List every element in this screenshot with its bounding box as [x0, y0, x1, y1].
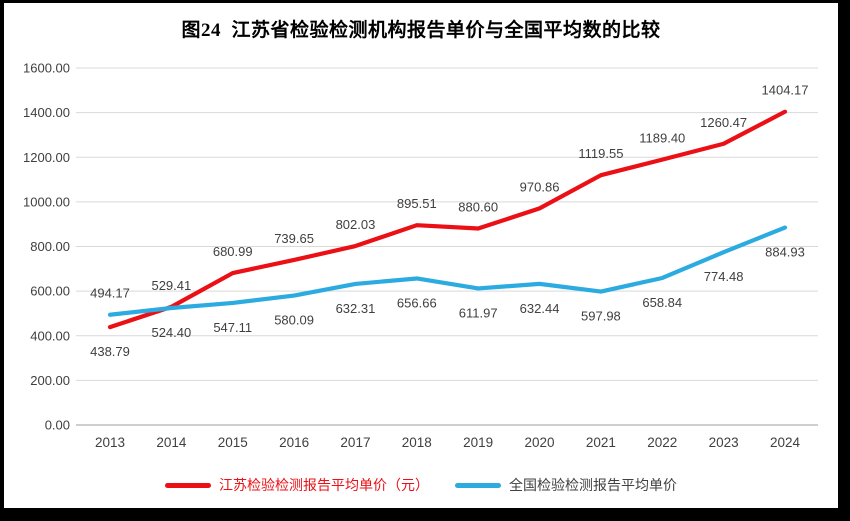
data-point-label: 1404.17 — [762, 83, 809, 98]
data-point-label: 1189.40 — [639, 131, 685, 146]
line-chart-canvas: 0.00 200.00 400.00 600.00 800.00 1000.00 1200.… — [23, 61, 818, 450]
data-point-label: 739.65 — [274, 231, 314, 246]
x-axis-tick-label: 2024 — [770, 435, 801, 450]
data-point-label: 884.93 — [765, 245, 805, 260]
x-axis-tick-label: 2013 — [95, 435, 125, 450]
legend-label-national: 全国检验检测报告平均单价 — [509, 477, 677, 493]
data-point-label: 632.31 — [336, 301, 376, 316]
series-line-national — [107, 225, 788, 317]
data-point-label: 494.17 — [90, 286, 130, 301]
data-point-label: 632.44 — [520, 301, 560, 316]
x-axis-tick-label: 2014 — [156, 435, 187, 450]
y-axis-tick-label: 1200.00 — [23, 150, 70, 165]
y-axis-tick-label: 1400.00 — [23, 105, 70, 120]
legend-item-jiangsu: 江苏检验检测报告平均单价（元） — [165, 475, 429, 495]
x-axis-tick-label: 2016 — [279, 435, 309, 450]
data-point-label: 547.11 — [213, 320, 252, 335]
data-point-label: 774.48 — [704, 269, 744, 284]
legend-line-icon-jiangsu — [165, 482, 211, 488]
data-point-label: 529.41 — [151, 278, 191, 293]
y-axis-tick-label: 1600.00 — [23, 61, 70, 76]
legend-item-national: 全国检验检测报告平均单价 — [455, 475, 677, 495]
series-line-jiangsu — [107, 109, 788, 330]
data-point-label: 580.09 — [274, 313, 314, 328]
data-point-label: 438.79 — [90, 344, 130, 359]
x-axis-tick-label: 2020 — [525, 435, 555, 450]
y-axis-tick-label: 600.00 — [30, 284, 70, 299]
y-axis-tick-label: 0.00 — [45, 418, 70, 433]
data-point-label: 802.03 — [336, 217, 376, 232]
x-axis-tick-label: 2018 — [402, 435, 432, 450]
data-point-label: 597.98 — [581, 309, 621, 324]
x-axis-tick-label: 2021 — [586, 435, 616, 450]
legend-line-icon-national — [455, 482, 501, 488]
data-point-label: 1119.55 — [578, 146, 623, 161]
data-point-label: 611.97 — [459, 305, 498, 320]
legend-label-jiangsu: 江苏检验检测报告平均单价（元） — [219, 477, 429, 493]
data-point-label: 1260.47 — [700, 115, 747, 130]
y-axis-tick-label: 400.00 — [30, 328, 70, 343]
x-axis-tick-label: 2019 — [463, 435, 493, 450]
data-point-label: 656.66 — [397, 295, 437, 310]
x-axis-tick-label: 2017 — [340, 435, 370, 450]
y-axis-tick-label: 800.00 — [30, 239, 70, 254]
y-axis-tick-label: 200.00 — [30, 373, 70, 388]
x-axis-tick-label: 2023 — [709, 435, 739, 450]
data-point-label: 524.40 — [151, 325, 191, 340]
data-point-label: 970.86 — [520, 179, 560, 194]
data-point-label: 680.99 — [213, 244, 253, 259]
chart-legend: 江苏检验检测报告平均单价（元） 全国检验检测报告平均单价 — [4, 475, 838, 495]
x-axis-tick-label: 2022 — [647, 435, 677, 450]
data-point-label: 895.51 — [397, 196, 437, 211]
data-point-label: 880.60 — [458, 200, 498, 215]
document-page: 图24 江苏省检验检测机构报告单价与全国平均数的比较 0.00 200.00 400… — [4, 3, 838, 508]
x-axis-tick-label: 2015 — [218, 435, 248, 450]
chart-title: 图24 江苏省检验检测机构报告单价与全国平均数的比较 — [181, 20, 661, 41]
data-point-label: 658.84 — [642, 295, 682, 310]
y-axis-tick-label: 1000.00 — [23, 194, 70, 209]
